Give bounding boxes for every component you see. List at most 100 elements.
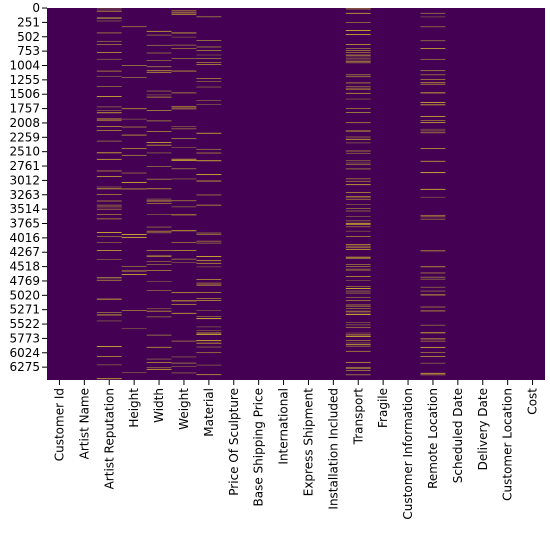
missing-cell [420,332,446,334]
missing-cell [345,192,371,193]
missing-cell [146,368,172,370]
y-tick-label: 2008 [9,116,40,130]
missing-cell [96,208,122,210]
missing-cell [345,322,371,323]
x-tick-label: Artist Name [77,388,91,459]
missing-cell [121,76,147,78]
missing-cell [345,246,371,248]
x-tick-label: Material [202,388,216,437]
missing-cell [96,276,122,278]
missing-cell [171,292,197,294]
missing-cell [345,346,371,347]
missing-cell [146,72,172,73]
missing-cell [146,152,172,154]
missing-cell [196,310,222,311]
missing-cell [345,344,371,346]
missing-cell [171,258,197,260]
missing-cell [196,352,222,354]
missing-cell [146,96,172,98]
missing-cell [96,96,122,97]
missing-cell [171,206,197,208]
missing-cell [146,90,172,92]
missing-cell [345,208,371,209]
missing-cell [420,276,446,278]
missing-cell [420,102,446,103]
missing-cell [121,274,147,275]
missing-cell [146,334,172,336]
x-tick-label: Price Of Sculpture [227,388,241,496]
missing-cell [96,200,122,202]
missing-cell [420,250,446,252]
missing-cell [196,174,222,176]
x-tick-label: International [277,388,291,465]
missing-cell [345,152,371,154]
heatmap-column-weight [171,10,197,374]
y-tick-label: 4518 [9,260,40,274]
missing-cell [420,216,446,218]
missing-cell [345,366,371,368]
missing-cell [121,234,147,235]
missing-cell [196,180,222,182]
missing-cell [121,126,147,128]
missing-cell [146,367,172,368]
missing-cell [345,266,371,267]
missing-cell [96,280,122,281]
y-tick-label: 502 [17,30,40,44]
missing-cell [345,162,371,164]
missing-cell [345,48,371,49]
missing-cell [96,364,122,366]
missing-cell [146,44,172,46]
x-tick-label: Transport [351,388,365,446]
missing-cell [345,304,371,306]
missing-cell [96,44,122,46]
missing-cell [96,242,122,243]
missing-cell [420,172,446,174]
missing-cell [196,346,222,348]
y-tick-label: 5773 [9,331,40,345]
missing-cell [196,54,222,56]
missing-cell [121,266,147,267]
missing-cell [345,198,371,200]
missing-cell [146,66,172,68]
missing-cell [345,222,371,224]
missing-cell [121,236,147,238]
missing-cell [345,286,371,287]
missing-cell [345,220,371,222]
missing-cell [345,204,371,205]
missing-cell [345,310,371,312]
missing-cell [146,34,172,36]
missing-cell [345,76,371,78]
missing-cell [171,356,197,358]
missing-cell [420,92,446,94]
missing-cell [96,76,122,77]
x-tick-label: Remote Location [426,388,440,489]
missing-cell [121,64,147,66]
missing-cell [196,279,222,280]
missing-cell [345,178,371,180]
missing-cell [345,350,371,352]
missing-cell [420,306,446,308]
missing-cell [96,20,122,22]
missing-cell [196,58,222,59]
missing-cell [171,44,197,46]
missing-cell [345,130,371,132]
heatmap-cells [96,8,446,380]
missing-cell [420,374,446,376]
x-tick-label: Cost [526,388,540,415]
missing-cell [146,226,172,228]
missing-cell [96,250,122,251]
missing-cell [196,194,222,196]
missing-cell [96,110,122,111]
missing-cell [420,84,446,85]
missing-cell [96,188,122,190]
missing-cell [196,232,222,234]
missing-cell [96,118,122,120]
x-tick-label: Customer Information [401,388,415,520]
missing-cell [345,324,371,326]
missing-cell [345,58,371,60]
missing-cell [196,300,222,301]
missing-cell [171,32,197,34]
missing-cell [345,224,371,225]
missing-cell [196,46,222,48]
missing-cell [146,94,172,96]
